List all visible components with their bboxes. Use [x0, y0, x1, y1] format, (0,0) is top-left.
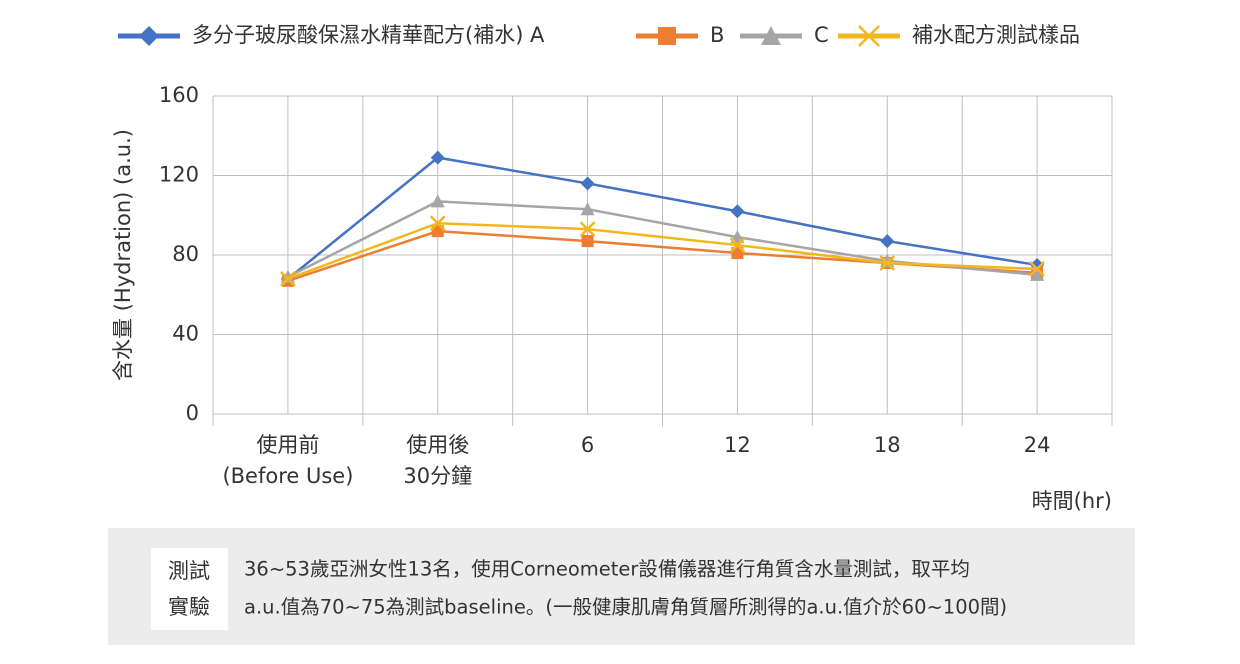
note-box [108, 528, 1135, 645]
y-tick-label: 120 [159, 163, 199, 187]
y-tick-label: 0 [186, 401, 199, 425]
x-axis-label: 時間(hr) [1032, 489, 1112, 513]
note-label-box [151, 548, 228, 630]
x-tick-label: 12 [724, 433, 751, 457]
x-tick-label: 24 [1024, 433, 1051, 457]
x-tick-label: 30分鐘 [403, 464, 472, 488]
series-line [287, 156, 1038, 280]
data-point [1030, 267, 1045, 281]
legend-label: B [710, 23, 724, 47]
legend-marker [658, 27, 676, 45]
data-point [280, 270, 296, 287]
note-text: a.u.值為70~75為測試baseline。(一般健康肌膚角質層所測得的a.u… [244, 596, 1007, 619]
legend-label: C [814, 23, 829, 47]
y-tick-label: 40 [172, 322, 199, 346]
note-text: 36~53歲亞洲女性13名，使用Corneometer設備儀器進行角質含水量測試… [244, 558, 970, 581]
x-tick-label: (Before Use) [222, 464, 353, 488]
legend-label: 補水配方測試樣品 [912, 23, 1080, 47]
series-line [287, 221, 1038, 281]
data-point [430, 194, 445, 208]
x-tick-label: 6 [581, 433, 594, 457]
data-point [1029, 261, 1045, 277]
legend-marker [761, 26, 781, 45]
data-point [430, 150, 445, 165]
data-point [731, 247, 744, 260]
y-axis-label: 含水量 (Hydration) (a.u.) [111, 129, 135, 381]
x-tick-label: 18 [874, 433, 901, 457]
data-point [580, 202, 595, 216]
note-label: 測試 [168, 559, 210, 583]
data-point [431, 225, 444, 238]
data-point [580, 176, 595, 191]
data-point [579, 221, 596, 238]
data-point [581, 235, 594, 248]
legend-label: 多分子玻尿酸保濕水精華配方(補水) A [192, 23, 545, 47]
note-label: 實驗 [168, 595, 210, 619]
data-point [729, 237, 746, 253]
data-point [280, 269, 295, 283]
x-tick-label: 使用後 [406, 433, 469, 457]
data-point [730, 204, 745, 219]
data-point [429, 215, 446, 232]
data-point [879, 255, 896, 271]
y-tick-label: 80 [172, 242, 199, 266]
legend-marker [858, 25, 880, 47]
legend-marker [139, 26, 159, 46]
y-tick-label: 160 [159, 83, 199, 107]
data-point [880, 234, 895, 249]
x-tick-label: 使用前 [256, 433, 319, 457]
